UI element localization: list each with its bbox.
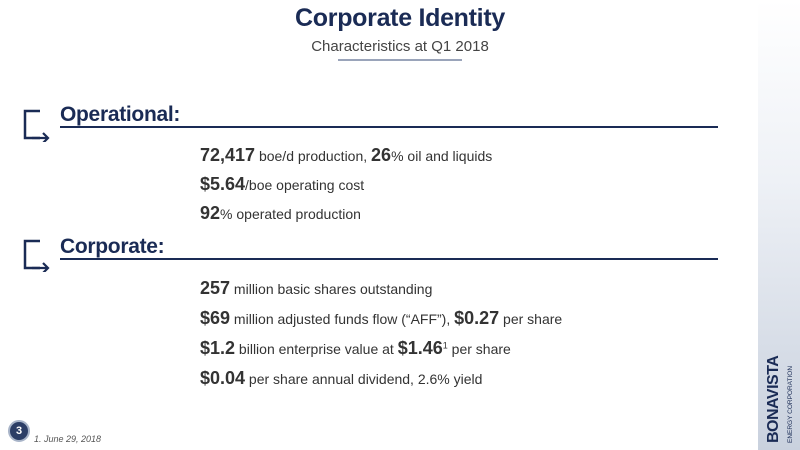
bullet-text: per share	[499, 311, 563, 327]
bullet-text: /boe operating cost	[245, 177, 365, 193]
section-rule	[60, 126, 718, 128]
bullet-value: 26	[371, 145, 392, 165]
bullet-enterprise-value: $1.2 billion enterprise value at $1.461 …	[200, 338, 511, 359]
bullet-text: million basic shares outstanding	[230, 281, 433, 297]
section-heading-operational: Operational:	[60, 103, 181, 126]
bullet-value: 92	[200, 203, 221, 223]
bullet-text: billion enterprise value at	[235, 341, 398, 357]
bullet-value: 257	[200, 278, 231, 298]
bullet-text: % oil and liquids	[391, 148, 493, 164]
subtitle-underline	[338, 59, 462, 61]
bullet-value: $69	[200, 308, 231, 328]
bullet-text: per share	[447, 341, 511, 357]
section-arrow-icon	[23, 239, 50, 272]
bullet-operated-production: 92% operated production	[200, 203, 361, 224]
bullet-operating-cost: $5.64/boe operating cost	[200, 174, 364, 195]
footnote-marker: 1	[442, 340, 448, 351]
bullet-funds-flow: $69 million adjusted funds flow (“AFF”),…	[200, 308, 562, 329]
footnote: 1. June 29, 2018	[34, 434, 102, 444]
logo-name: BONAVISTA	[765, 355, 782, 443]
page-number-badge: 3	[8, 420, 30, 442]
bullet-shares: 257 million basic shares outstanding	[200, 278, 432, 299]
section-heading-corporate: Corporate:	[60, 235, 165, 258]
bullet-value: $0.04	[200, 368, 246, 388]
bullet-value: $1.2	[200, 338, 236, 358]
bullet-production: 72,417 boe/d production, 26% oil and liq…	[200, 145, 492, 166]
bullet-dividend: $0.04 per share annual dividend, 2.6% yi…	[200, 368, 482, 389]
section-rule	[60, 258, 718, 260]
bullet-value: $0.27	[454, 308, 500, 328]
bullet-value: $1.46	[397, 338, 443, 358]
slide-subtitle: Characteristics at Q1 2018	[311, 38, 489, 55]
logo-tagline: ENERGY CORPORATION	[787, 366, 794, 443]
bullet-value: 72,417	[200, 145, 256, 165]
bullet-text: per share annual dividend, 2.6% yield	[245, 371, 483, 387]
bonavista-logo: BONAVISTA ENERGY CORPORATION	[765, 355, 794, 443]
slide-title: Corporate Identity	[295, 4, 505, 32]
bullet-text: boe/d production,	[255, 148, 372, 164]
right-decorative-bar	[758, 0, 800, 450]
bullet-text: % operated production	[220, 206, 361, 222]
section-arrow-icon	[23, 109, 50, 142]
bullet-text: million adjusted funds flow (“AFF”),	[230, 311, 455, 327]
bullet-value: $5.64	[200, 174, 246, 194]
